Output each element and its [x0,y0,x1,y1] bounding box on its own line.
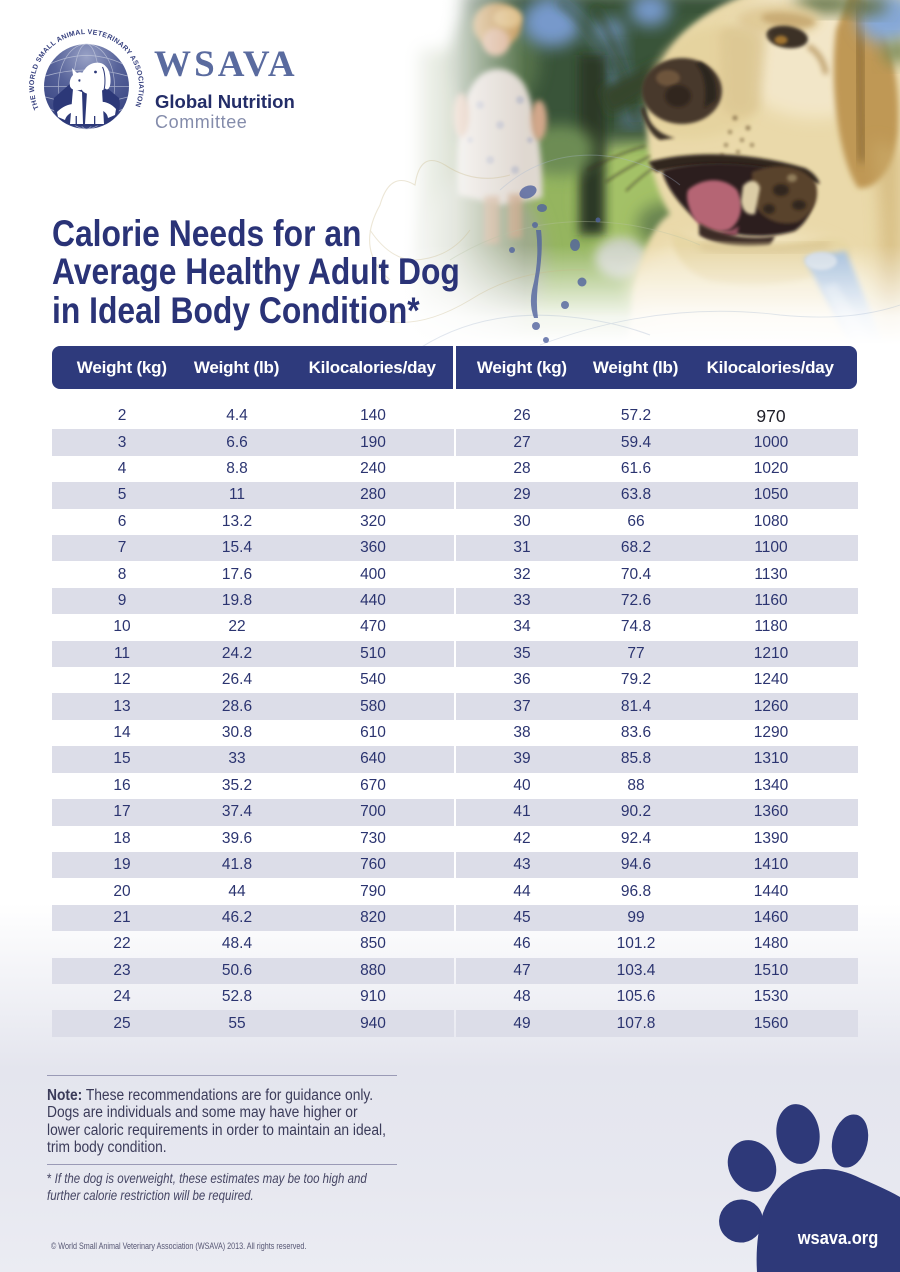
svg-text:wsava.org: wsava.org [797,1228,878,1248]
